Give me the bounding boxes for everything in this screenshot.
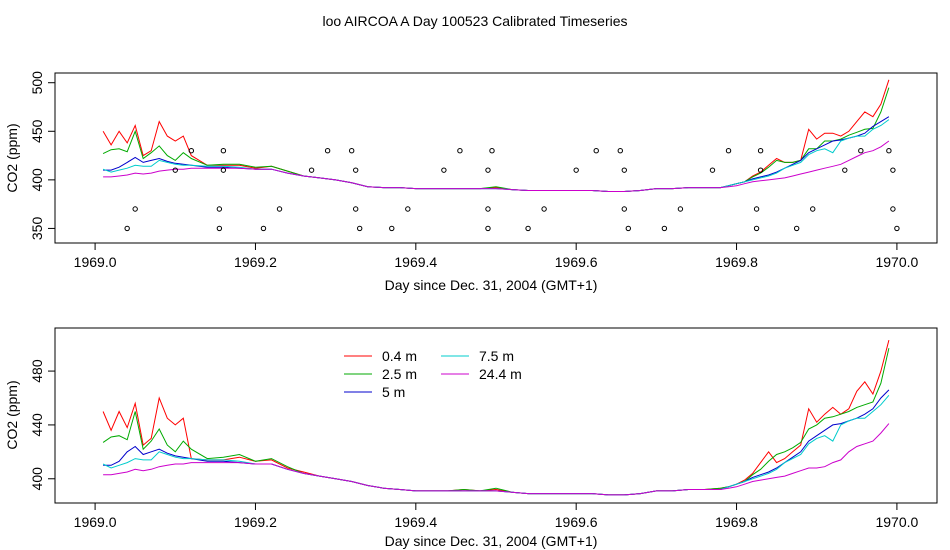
scatter-point — [216, 206, 223, 212]
scatter-point — [757, 167, 764, 173]
scatter-point — [661, 225, 668, 232]
scatter-point — [348, 148, 355, 154]
scatter-point — [485, 206, 491, 212]
top-panel-scatter — [124, 148, 900, 232]
top-plot-frame — [54, 72, 938, 244]
top-x-tick-label: 1969.8 — [715, 254, 758, 270]
scatter-point — [356, 225, 363, 232]
bottom-y-axis: 400 440 480 — [29, 359, 55, 490]
scatter-point — [617, 148, 623, 154]
scatter-point — [132, 206, 138, 212]
scatter-point — [573, 167, 579, 173]
scatter-point — [441, 167, 447, 173]
scatter-point — [709, 167, 716, 173]
top-x-tick-label: 1969.0 — [74, 254, 117, 270]
scatter-point — [858, 148, 864, 154]
scatter-point — [625, 225, 631, 232]
bottom-x-tick-label: 1969.6 — [555, 514, 598, 530]
scatter-point — [894, 225, 900, 232]
scatter-point — [172, 167, 178, 173]
scatter-point — [389, 225, 395, 232]
scatter-point — [886, 148, 892, 154]
top-x-axis-label: Day since Dec. 31, 2004 (GMT+1) — [385, 277, 598, 293]
scatter-point — [485, 225, 491, 232]
bottom-x-axis: 1969.0 1969.2 1969.4 1969.6 1969.8 1970.0 — [74, 503, 919, 530]
top-y-tick-label: 350 — [29, 217, 45, 241]
scatter-point — [525, 225, 531, 232]
bottom-x-tick-label: 1969.4 — [394, 514, 437, 530]
scatter-point — [216, 225, 223, 232]
bottom-x-tick-label: 1969.8 — [715, 514, 758, 530]
top-panel-series — [102, 79, 890, 192]
top-y-tick-label: 450 — [29, 119, 45, 143]
scatter-point — [753, 206, 760, 212]
bottom-panel: 1969.0 1969.2 1969.4 1969.6 1969.8 1970.0 400… — [4, 327, 938, 549]
legend-label: 5 m — [382, 384, 405, 400]
scatter-point — [457, 148, 463, 154]
bottom-series-line-24-4-mm — [103, 423, 890, 496]
top-x-axis: 1969.0 1969.2 1969.4 1969.6 1969.8 1970.0 — [74, 243, 919, 270]
scatter-point — [489, 148, 495, 154]
bottom-panel-series — [102, 339, 890, 496]
scatter-point — [757, 148, 764, 154]
top-series-line-7-5-mm — [102, 119, 890, 192]
bottom-series-line-5-mm — [103, 389, 890, 496]
legend-label: 2.5 m — [382, 366, 417, 382]
scatter-point — [793, 225, 800, 232]
bottom-x-tick-label: 1969.2 — [234, 514, 277, 530]
legend-label: 0.4 m — [382, 348, 417, 364]
bottom-x-tick-label: 1969.0 — [74, 514, 117, 530]
bottom-x-axis-label: Day since Dec. 31, 2004 (GMT+1) — [385, 533, 598, 549]
scatter-point — [621, 206, 627, 212]
bottom-y-tick-label: 440 — [29, 413, 45, 437]
legend-label: 7.5 m — [479, 348, 514, 364]
scatter-point — [810, 206, 816, 212]
bottom-y-axis-label: CO2 (ppm) — [4, 380, 20, 449]
scatter-point — [485, 167, 491, 173]
figure-title: loo AIRCOA A Day 100523 Calibrated Times… — [322, 13, 627, 29]
scatter-point — [260, 225, 267, 232]
bottom-y-tick-label: 400 — [29, 467, 45, 491]
scatter-point — [677, 206, 684, 212]
top-x-tick-label: 1969.2 — [234, 254, 277, 270]
scatter-point — [220, 167, 227, 173]
top-y-tick-label: 500 — [29, 71, 45, 95]
legend-label: 24.4 m — [479, 366, 522, 382]
scatter-point — [188, 148, 195, 154]
scatter-point — [842, 167, 848, 173]
scatter-point — [890, 206, 896, 212]
scatter-point — [352, 206, 359, 212]
scatter-point — [352, 167, 359, 173]
scatter-point — [124, 225, 130, 232]
scatter-point — [308, 167, 315, 173]
top-series-line-5-mm — [103, 116, 890, 192]
bottom-series-line-7-5-mm — [102, 394, 890, 496]
bottom-x-tick-label: 1970.0 — [875, 514, 918, 530]
scatter-point — [593, 148, 599, 154]
scatter-point — [276, 206, 283, 212]
top-y-axis: 350 400 450 500 — [29, 71, 55, 240]
scatter-point — [405, 206, 411, 212]
scatter-point — [621, 167, 627, 173]
bottom-plot-frame — [54, 327, 938, 504]
top-x-tick-label: 1969.4 — [394, 254, 437, 270]
scatter-point — [541, 206, 547, 212]
top-series-line-24-4-mm — [103, 140, 890, 192]
scatter-point — [220, 148, 227, 154]
scatter-point — [324, 148, 331, 154]
top-y-tick-label: 400 — [29, 168, 45, 192]
top-panel: 1969.0 1969.2 1969.4 1969.6 1969.8 1970.0 350… — [4, 71, 938, 293]
top-x-tick-label: 1969.6 — [555, 254, 598, 270]
scatter-point — [725, 148, 732, 154]
top-y-axis-label: CO2 (ppm) — [4, 123, 20, 192]
bottom-legend: 0.4 m 2.5 m 5 m 7.5 m 24.4 m — [344, 348, 522, 400]
top-series-line-2-5-mm — [102, 87, 890, 192]
bottom-y-tick-label: 480 — [29, 359, 45, 383]
top-x-tick-label: 1970.0 — [875, 254, 918, 270]
scatter-point — [753, 225, 760, 232]
scatter-point — [890, 167, 896, 173]
